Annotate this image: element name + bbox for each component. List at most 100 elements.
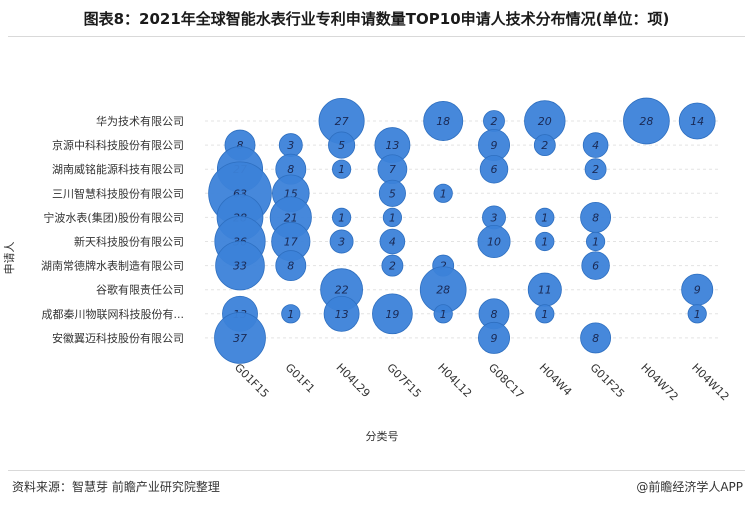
x-tick-label: H04W72	[638, 361, 681, 404]
bubble-value-label: 1	[389, 211, 396, 224]
y-axis-label: 申请人	[3, 242, 16, 275]
bubble-value-label: 14	[690, 115, 704, 128]
bubble	[535, 304, 555, 324]
x-tick-label: H04L29	[333, 361, 372, 400]
bubble-value-label: 1	[338, 211, 345, 224]
y-tick-label: 新天科技股份有限公司	[74, 235, 184, 249]
bubble-value-label: 4	[389, 236, 396, 249]
bubble	[580, 322, 612, 354]
bubble	[275, 250, 307, 282]
bubble	[323, 295, 360, 332]
chart-title: 图表8：2021年全球智能水表行业专利申请数量TOP10申请人技术分布情况(单位…	[83, 10, 670, 28]
bubble	[281, 304, 301, 324]
bubble-value-label: 1	[338, 163, 345, 176]
bubble	[687, 304, 707, 324]
bubble-value-label: 8	[592, 332, 599, 345]
bubble-value-label: 37	[233, 332, 247, 345]
bubble	[328, 131, 356, 159]
bubble-value-label: 2	[541, 139, 548, 152]
y-tick-label: 京源中科科技股份有限公司	[52, 138, 184, 152]
bubble-value-label: 5	[338, 139, 345, 152]
bubble-value-label: 8	[592, 211, 599, 224]
y-tick-label: 谷歌有限责任公司	[96, 283, 184, 297]
x-tick-label: G01F25	[587, 361, 626, 400]
bubble-value-label: 1	[541, 211, 548, 224]
bubble	[477, 224, 511, 259]
x-tick-label: G08C17	[486, 361, 526, 401]
bubble-value-label: 3	[338, 236, 345, 249]
bubble-value-label: 1	[541, 308, 548, 321]
bubble-value-label: 7	[389, 163, 396, 176]
bubble	[378, 179, 406, 207]
bubble-value-label: 6	[491, 163, 498, 176]
bubble	[533, 134, 556, 157]
y-tick-label: 华为技术有限公司	[96, 114, 184, 128]
x-tick-label: G01F1	[283, 361, 318, 396]
bubble-value-label: 9	[491, 139, 498, 152]
bubble	[331, 207, 352, 227]
title-divider	[8, 36, 745, 37]
bubble-value-label: 11	[538, 284, 552, 297]
x-tick-label: G01F15	[232, 361, 271, 400]
bubble-value-label: 5	[389, 187, 396, 200]
bubble-value-label: 22	[335, 284, 349, 297]
bubble-value-label: 2	[491, 115, 498, 128]
bubble	[477, 321, 510, 354]
footer-divider	[8, 470, 745, 471]
y-tick-label: 湖南常德牌水表制造有限公司	[41, 259, 184, 273]
bubble-value-label: 4	[592, 139, 599, 152]
bubble-value-label: 2	[389, 260, 396, 273]
bubble	[479, 154, 509, 184]
bubble-value-label: 1	[694, 308, 701, 321]
x-tick-labels: G01F15 G01F1 H04L29 G07F15 H04L12 G08C17 H04W4…	[232, 361, 732, 404]
bubble-value-label: 21	[284, 211, 298, 224]
bubble	[581, 251, 610, 280]
bubble-value-label: 2	[440, 260, 447, 273]
bubble	[535, 207, 555, 227]
bubble-value-label: 2	[592, 163, 599, 176]
bubble-value-label: 1	[440, 187, 447, 200]
y-tick-labels: 华为技术有限公司京源中科科技股份有限公司湖南威铭能源科技有限公司三川智慧科技股份…	[41, 114, 184, 345]
bubble-value-label: 1	[541, 236, 548, 249]
bubble-chart: 华为技术有限公司京源中科科技股份有限公司湖南威铭能源科技有限公司三川智慧科技股份…	[3, 97, 732, 443]
bubble	[433, 183, 453, 203]
bubble-value-label: 9	[491, 332, 498, 345]
y-tick-label: 湖南威铭能源科技有限公司	[52, 162, 184, 176]
bubble-value-label: 19	[385, 308, 399, 321]
credit-note: @前瞻经济学人APP	[636, 480, 743, 494]
bubble-value-label: 28	[436, 284, 450, 297]
bubble	[331, 159, 352, 179]
bubble-value-label: 10	[487, 236, 501, 249]
y-tick-label: 安徽翼迈科技股份有限公司	[52, 331, 184, 345]
x-axis-label: 分类号	[366, 429, 399, 443]
bubble-value-label: 1	[592, 236, 599, 249]
y-tick-label: 成都秦川物联网科技股份有...	[42, 307, 185, 321]
bubble	[585, 231, 606, 252]
x-tick-label: H04W4	[537, 361, 575, 399]
bubble-value-label: 6	[592, 260, 599, 273]
bubble	[329, 229, 354, 254]
bubble-value-label: 3	[491, 211, 498, 224]
bubble-value-label: 27	[335, 115, 349, 128]
bubble-value-label: 8	[491, 308, 498, 321]
bubble	[584, 158, 607, 181]
bubble	[381, 254, 404, 277]
x-tick-label: H04W12	[689, 361, 732, 404]
bubble-value-label: 17	[284, 236, 298, 249]
x-tick-label: G07F15	[384, 361, 423, 400]
bubble	[372, 293, 413, 335]
bubble	[215, 240, 265, 291]
bubble-value-label: 1	[287, 308, 294, 321]
x-tick-label: H04L12	[435, 361, 474, 400]
bubble	[433, 304, 453, 324]
bubble-value-label: 8	[237, 139, 244, 152]
bubble-value-label: 3	[287, 139, 294, 152]
bubble-value-label: 8	[287, 260, 294, 273]
bubble-value-label: 13	[385, 139, 399, 152]
bubble-value-label: 13	[335, 308, 349, 321]
bubble-value-label: 28	[639, 115, 653, 128]
bubble-value-label: 18	[436, 115, 450, 128]
y-tick-label: 宁波水表(集团)股份有限公司	[43, 210, 184, 224]
bubble-value-label: 9	[694, 284, 701, 297]
bubble	[214, 312, 266, 364]
